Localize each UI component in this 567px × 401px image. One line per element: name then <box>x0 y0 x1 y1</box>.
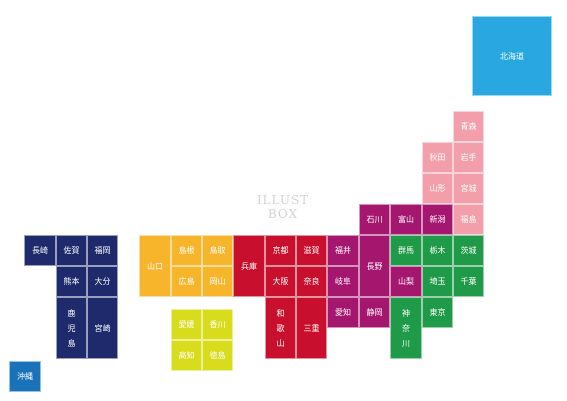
prefecture-tottori[interactable]: 鳥取 <box>202 235 233 266</box>
prefecture-label: 群馬 <box>398 246 414 255</box>
prefecture-label: 佐賀 <box>63 246 80 255</box>
prefecture-saitama[interactable]: 埼玉 <box>422 266 453 297</box>
prefecture-label: 岡山 <box>209 277 226 286</box>
prefecture-miyagi[interactable]: 宮城 <box>453 173 484 204</box>
prefecture-kumamoto[interactable]: 熊本 <box>56 266 87 297</box>
prefecture-fukui[interactable]: 福井 <box>327 235 359 266</box>
prefecture-ishikawa[interactable]: 石川 <box>359 204 390 235</box>
prefecture-nagano[interactable]: 長野 <box>359 235 390 297</box>
prefecture-tokushima[interactable]: 徳島 <box>202 340 233 371</box>
prefecture-label: 山形 <box>429 184 446 193</box>
prefecture-ehime[interactable]: 愛媛 <box>171 309 202 340</box>
prefecture-label: 京都 <box>272 246 289 255</box>
prefecture-label: 岩手 <box>460 153 477 162</box>
prefecture-hokkaido[interactable]: 北海道 <box>472 16 552 96</box>
prefecture-gifu[interactable]: 岐阜 <box>327 266 359 297</box>
prefecture-iwate[interactable]: 岩手 <box>453 142 484 173</box>
prefecture-label: 長野 <box>366 261 383 271</box>
prefecture-kochi[interactable]: 高知 <box>171 340 202 371</box>
prefecture-label: 岐阜 <box>335 277 351 286</box>
prefecture-label: 沖縄 <box>17 372 33 381</box>
prefecture-hyogo[interactable]: 兵庫 <box>233 235 265 297</box>
prefecture-label: 愛知 <box>335 308 351 317</box>
prefecture-label: 埼玉 <box>429 277 446 286</box>
prefecture-label: 兵庫 <box>241 261 257 271</box>
prefecture-label: 和歌山 <box>276 308 285 348</box>
prefecture-label: 鹿児島 <box>67 308 76 348</box>
prefecture-label: 東京 <box>429 308 446 317</box>
prefecture-mie[interactable]: 三重 <box>296 297 327 359</box>
prefecture-label: 福島 <box>460 215 477 224</box>
prefecture-label: 秋田 <box>429 153 446 162</box>
prefecture-shimane[interactable]: 島根 <box>171 235 202 266</box>
prefecture-label: 大阪 <box>272 277 289 286</box>
prefecture-label: 宮崎 <box>94 323 111 333</box>
prefecture-label: 富山 <box>398 215 414 224</box>
prefecture-label: 宮城 <box>460 184 477 193</box>
prefecture-shizuoka[interactable]: 静岡 <box>359 297 390 328</box>
prefecture-fukushima[interactable]: 福島 <box>453 204 484 235</box>
prefecture-okayama[interactable]: 岡山 <box>202 266 233 297</box>
prefecture-label: 長崎 <box>32 246 48 255</box>
prefecture-nara[interactable]: 奈良 <box>296 266 327 297</box>
prefecture-oita[interactable]: 大分 <box>87 266 118 297</box>
prefecture-label: 三重 <box>303 323 320 333</box>
prefecture-saga[interactable]: 佐賀 <box>56 235 87 266</box>
prefecture-label: 千葉 <box>460 277 477 286</box>
prefecture-tochigi[interactable]: 栃木 <box>422 235 453 266</box>
prefecture-fukuoka[interactable]: 福岡 <box>87 235 118 266</box>
prefecture-okinawa[interactable]: 沖縄 <box>9 361 41 392</box>
prefecture-label: 茨城 <box>460 246 477 255</box>
prefecture-label: 熊本 <box>63 277 80 286</box>
prefecture-label: 山口 <box>147 261 163 271</box>
prefecture-nagasaki[interactable]: 長崎 <box>24 235 56 266</box>
prefecture-label: 香川 <box>209 320 226 329</box>
prefecture-label: 山梨 <box>398 277 414 286</box>
prefecture-label: 高知 <box>178 351 195 360</box>
prefecture-miyazaki[interactable]: 宮崎 <box>87 297 118 359</box>
prefecture-osaka[interactable]: 大阪 <box>265 266 296 297</box>
prefecture-label: 福岡 <box>94 246 111 255</box>
prefecture-yamagata[interactable]: 山形 <box>422 173 453 204</box>
prefecture-label: 北海道 <box>500 51 524 61</box>
prefecture-chiba[interactable]: 千葉 <box>453 266 484 297</box>
prefecture-niigata[interactable]: 新潟 <box>422 204 453 235</box>
prefecture-label: 栃木 <box>429 246 446 255</box>
prefecture-label: 福井 <box>335 246 351 255</box>
prefecture-wakayama[interactable]: 和歌山 <box>265 297 296 359</box>
prefecture-kagoshima[interactable]: 鹿児島 <box>56 297 87 359</box>
prefecture-akita[interactable]: 秋田 <box>422 142 453 173</box>
prefecture-yamaguchi[interactable]: 山口 <box>139 235 171 297</box>
prefecture-shiga[interactable]: 滋賀 <box>296 235 327 266</box>
prefecture-kyoto[interactable]: 京都 <box>265 235 296 266</box>
prefecture-label: 広島 <box>178 277 195 286</box>
prefecture-tokyo[interactable]: 東京 <box>422 297 453 328</box>
prefecture-yamanashi[interactable]: 山梨 <box>390 266 422 297</box>
prefecture-kagawa[interactable]: 香川 <box>202 309 233 340</box>
prefecture-label: 奈良 <box>303 277 320 286</box>
prefecture-toyama[interactable]: 富山 <box>390 204 422 235</box>
prefecture-label: 愛媛 <box>178 320 195 329</box>
prefecture-gunma[interactable]: 群馬 <box>390 235 422 266</box>
prefecture-label: 大分 <box>94 277 111 286</box>
prefecture-label: 静岡 <box>366 308 383 317</box>
watermark: ILLUST BOX <box>256 193 310 221</box>
prefecture-label: 徳島 <box>209 351 226 360</box>
prefecture-label: 滋賀 <box>303 246 320 255</box>
prefecture-label: 鳥取 <box>209 246 226 255</box>
prefecture-aomori[interactable]: 青森 <box>453 111 484 142</box>
prefecture-label: 神奈川 <box>402 308 410 348</box>
prefecture-ibaraki[interactable]: 茨城 <box>453 235 484 266</box>
prefecture-hiroshima[interactable]: 広島 <box>171 266 202 297</box>
prefecture-kanagawa[interactable]: 神奈川 <box>390 297 422 359</box>
prefecture-label: 島根 <box>178 246 195 255</box>
prefecture-aichi[interactable]: 愛知 <box>327 297 359 328</box>
prefecture-label: 石川 <box>366 215 383 224</box>
prefecture-label: 新潟 <box>429 215 446 224</box>
prefecture-label: 青森 <box>460 122 477 131</box>
